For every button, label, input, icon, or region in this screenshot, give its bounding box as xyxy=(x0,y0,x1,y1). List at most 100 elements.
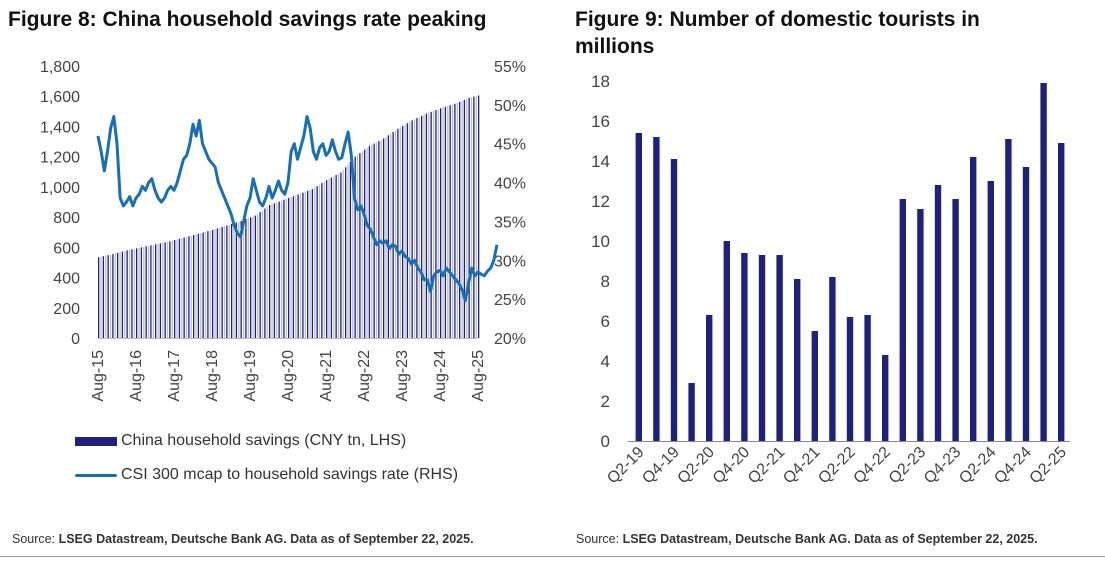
fig9-tourists-bar xyxy=(899,199,906,441)
fig8-savings-bar xyxy=(283,199,285,338)
fig8-savings-bar xyxy=(261,210,264,338)
fig9-tourists-bar xyxy=(1005,139,1012,441)
fig8-savings-bar xyxy=(288,197,290,338)
fig8-savings-bar xyxy=(437,109,439,338)
fig8-savings-bar xyxy=(454,103,456,338)
fig8-savings-bar xyxy=(204,231,207,338)
fig8-savings-bar xyxy=(385,136,387,338)
fig8-savings-bar xyxy=(468,97,470,338)
fig9-x-tick-label: Q2-25 xyxy=(1027,444,1071,488)
fig8-savings-bar xyxy=(290,197,292,338)
fig8-savings-bar xyxy=(178,238,181,338)
fig8-savings-bar xyxy=(318,184,321,338)
fig9-tourists-bar xyxy=(934,185,942,441)
fig8-savings-bar xyxy=(250,217,252,338)
fig8-savings-bar xyxy=(297,194,299,338)
fig8-savings-bar xyxy=(399,127,401,338)
fig8-savings-bar xyxy=(145,246,147,338)
fig8-savings-bar xyxy=(349,161,352,338)
fig8-savings-bar xyxy=(383,138,385,338)
fig8-right-tick-label: 35% xyxy=(494,214,526,231)
fig8-savings-bar xyxy=(174,240,176,338)
fig8-savings-bar xyxy=(371,144,373,338)
fig8-savings-bar xyxy=(361,151,363,338)
fig9-x-tick-label: Q4-19 xyxy=(639,444,683,488)
fig8-savings-bar xyxy=(364,149,366,338)
fig8-savings-bar xyxy=(214,229,216,338)
fig8-savings-bar xyxy=(326,180,328,338)
fig8-savings-bar xyxy=(240,220,242,338)
fig8-savings-bar xyxy=(245,219,247,338)
fig8-savings-bar xyxy=(223,226,226,338)
fig8-savings-bar xyxy=(254,215,257,338)
fig8-source-text: LSEG Datastream, Deutsche Bank AG. Data … xyxy=(58,532,474,546)
fig9-tourists-bar xyxy=(917,209,924,441)
fig8-savings-bar xyxy=(444,106,447,338)
fig8-savings-bar xyxy=(347,164,349,338)
fig8-savings-bar xyxy=(98,257,100,338)
fig8-x-tick-label: Aug-20 xyxy=(280,350,297,402)
fig8-savings-bar xyxy=(316,186,318,338)
fig8-savings-bar xyxy=(143,246,145,338)
fig9-tourists-bar xyxy=(882,355,889,441)
fig8-savings-bar xyxy=(193,234,195,338)
fig8-x-tick-label: Aug-16 xyxy=(128,350,145,402)
fig8-savings-bar xyxy=(314,187,316,338)
fig8-savings-bar xyxy=(247,218,249,338)
fig8-savings-bar xyxy=(183,237,185,338)
fig8-savings-bar xyxy=(342,169,344,338)
fig9-x-tick-label: Q2-21 xyxy=(745,444,789,488)
fig8-x-tick-label: Aug-23 xyxy=(394,350,411,402)
fig8-ratio-line xyxy=(96,115,499,303)
fig8-savings-bar xyxy=(428,112,430,338)
fig8-savings-bar xyxy=(157,243,159,338)
fig8-savings-bar xyxy=(276,202,278,338)
fig8-savings-bar xyxy=(147,245,150,338)
fig8-savings-bar xyxy=(473,96,475,338)
fig8-savings-bar xyxy=(356,154,359,338)
fig8-savings-bar xyxy=(216,228,219,338)
fig8-savings-bar xyxy=(335,175,337,338)
fig8-bar-series xyxy=(98,95,480,339)
fig8-right-tick-label: 20% xyxy=(494,331,526,348)
fig9-tourists-bar xyxy=(811,331,818,441)
fig8-savings-bar xyxy=(114,253,116,338)
fig8-savings-bar xyxy=(181,238,183,338)
fig8-savings-bar xyxy=(354,156,356,338)
fig8-savings-bar xyxy=(231,223,233,338)
fig8-savings-bar xyxy=(271,204,273,338)
fig8-savings-bar xyxy=(299,193,302,338)
fig9-tourists-bar xyxy=(1022,167,1030,441)
fig8-savings-bar xyxy=(416,118,418,338)
fig9-tourists-bar xyxy=(846,317,854,441)
fig8-savings-bar xyxy=(107,255,109,338)
fig8-savings-bar xyxy=(442,107,444,338)
fig8-savings-bar xyxy=(421,115,423,339)
fig8-savings-bar xyxy=(162,242,164,338)
fig8-left-tick-label: 1,800 xyxy=(40,59,80,76)
fig9-tourists-bar xyxy=(706,315,713,441)
fig8-left-tick-label: 1,400 xyxy=(40,119,80,136)
fig8-source-label: Source: xyxy=(12,532,56,546)
fig8-left-tick-label: 1,000 xyxy=(40,180,80,197)
fig8-savings-bar xyxy=(302,192,304,338)
fig8-savings-bar xyxy=(463,99,466,338)
fig8-savings-bar xyxy=(466,98,468,339)
fig9-source-label: Source: xyxy=(576,532,620,546)
legend-line-swatch xyxy=(75,473,117,477)
fig8-savings-bar xyxy=(176,239,178,338)
fig8-savings-bar xyxy=(311,189,314,338)
fig8-chart: 0 200 400 600 800 1,000 1,200 1,400 1,600 1,800 20… xyxy=(40,59,526,402)
fig8-savings-bar xyxy=(128,249,131,338)
fig9-tourists-bar xyxy=(635,133,642,441)
fig8-left-tick-label: 600 xyxy=(53,240,80,257)
fig8-savings-bar xyxy=(418,117,420,338)
fig9-x-tick-label: Q2-19 xyxy=(604,444,648,488)
fig9-y-tick-label: 8 xyxy=(601,272,610,291)
fig9-y-tick-label: 0 xyxy=(601,432,610,451)
legend-ratio-label: CSI 300 mcap to household savings rate (… xyxy=(121,466,459,483)
fig9-x-tick-label: Q4-23 xyxy=(921,444,965,488)
fig8-savings-bar xyxy=(449,105,451,338)
fig8-savings-bar xyxy=(340,172,342,338)
fig9-y-tick-label: 12 xyxy=(591,192,610,211)
